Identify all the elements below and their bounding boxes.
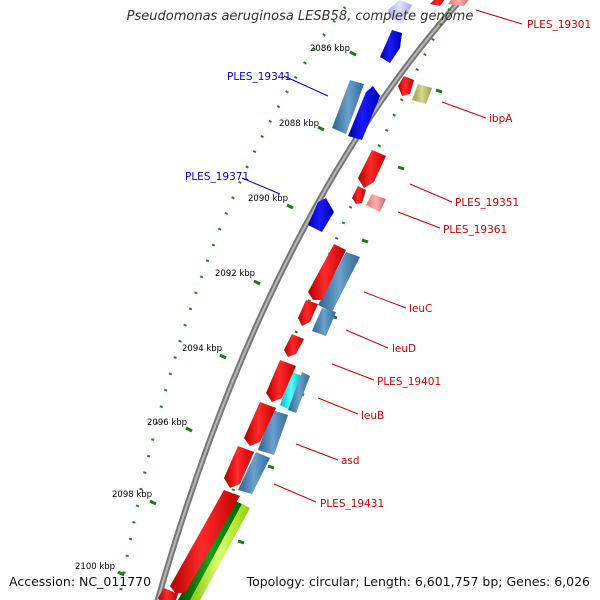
gene-arrow-forward[interactable]: [158, 588, 178, 600]
gene-label[interactable]: PLES_19341: [227, 71, 291, 83]
leader-leuC: [363, 291, 407, 309]
major-tick: [435, 88, 443, 94]
gene-ibpA-domain[interactable]: [412, 84, 432, 104]
leader-leuD: [345, 329, 389, 349]
leader-PLES_19351: [409, 183, 453, 203]
gene-label[interactable]: leuC: [409, 303, 432, 315]
accession-info: Accession: NC_011770: [9, 574, 151, 589]
gene-asd[interactable]: [244, 402, 276, 446]
genome-stats: Topology: circular; Length: 6,601,757 bp…: [247, 574, 590, 589]
gene-label[interactable]: asd: [341, 455, 360, 467]
genes-label: Genes:: [506, 574, 551, 589]
gene-leuD-domain[interactable]: [312, 308, 336, 336]
accession-value: NC_011770: [79, 574, 152, 589]
scale-label: 2094 kbp: [182, 344, 222, 354]
gene-PLES_19361[interactable]: [352, 186, 366, 204]
major-tick: [349, 50, 357, 57]
leader-PLES_19341: [283, 75, 329, 97]
gene-PLES_19361-pink[interactable]: [366, 194, 386, 212]
gene-PLES_19401[interactable]: [284, 334, 304, 357]
scale-label: 2088 kbp: [279, 119, 319, 129]
gene-label[interactable]: PLES_19431: [320, 498, 384, 510]
scale-label: 2092 kbp: [215, 269, 255, 279]
gene-PLES_19431-domain[interactable]: [238, 452, 270, 494]
length-label: Length:: [363, 574, 411, 589]
leader-PLES_19431: [273, 483, 317, 503]
gene-leuB-domain[interactable]: [288, 372, 310, 413]
gene-PLES_19431[interactable]: [224, 446, 254, 488]
gene-label[interactable]: ibpA: [489, 113, 513, 125]
major-tick: [253, 279, 261, 286]
gene-label[interactable]: PLES_19301: [527, 19, 591, 31]
accession-label: Accession:: [9, 574, 76, 589]
gene-arrow-forward[interactable]: [430, 0, 446, 6]
scale-label: 2090 kbp: [248, 194, 288, 204]
gene-ibpA[interactable]: [398, 76, 414, 96]
leader-ibpA: [441, 101, 487, 119]
scale-label: 2096 kbp: [147, 418, 187, 428]
topology-label: Topology:: [246, 574, 306, 589]
gene-label[interactable]: leuD: [392, 343, 416, 355]
scale-label: 2100 kbp: [75, 562, 115, 572]
major-ticks: [117, 50, 443, 577]
gene-leuB[interactable]: [266, 360, 296, 402]
scale-track-outer: [117, 0, 354, 600]
gene-label[interactable]: PLES_19361: [443, 224, 507, 236]
gene-arrow-reverse[interactable]: [388, 0, 412, 24]
genome-backbone-highlight: [156, 0, 463, 600]
genes-value: 6,026: [554, 574, 590, 589]
major-tick: [361, 238, 369, 244]
reverse-strand-genes: [178, 0, 412, 600]
scale-labels: 2086 kbp 2088 kbp 2090 kbp 2092 kbp 2094…: [75, 44, 350, 572]
gene-arrow-reverse[interactable]: [380, 30, 402, 63]
gene-label[interactable]: PLES_19401: [377, 376, 441, 388]
length-value: 6,601,757 bp;: [414, 574, 503, 589]
major-tick: [117, 570, 125, 577]
gene-leuC[interactable]: [308, 244, 346, 300]
gene-PLES_19341[interactable]: [332, 80, 364, 134]
gene-leuD[interactable]: [298, 300, 318, 326]
gene-PLES_19371[interactable]: [308, 198, 334, 232]
leader-PLES_19301: [475, 9, 523, 25]
gene-PLES_19401-domain[interactable]: [280, 372, 302, 410]
leader-PLES_19401: [331, 363, 375, 381]
topology-value: circular;: [309, 574, 360, 589]
scale-label: 2098 kbp: [112, 490, 152, 500]
leader-asd: [295, 443, 339, 461]
gene-PLES_19351[interactable]: [358, 150, 386, 188]
gene-labels: PLES_19301 PLES_19341 ibpA PLES_19371 PL…: [185, 19, 591, 510]
gene-label[interactable]: PLES_19351: [455, 197, 519, 209]
gene-arrow-reverse[interactable]: [348, 86, 380, 140]
forward-strand-genes: [158, 0, 470, 600]
gene-asd-domain[interactable]: [258, 410, 288, 455]
leader-PLES_19361: [397, 211, 441, 229]
leader-PLES_19371: [241, 177, 281, 195]
major-tick: [397, 165, 405, 171]
gene-lime-domain[interactable]: [188, 504, 250, 600]
scale-label: 2086 kbp: [310, 44, 350, 54]
major-tick: [149, 499, 157, 506]
major-tick: [219, 353, 227, 360]
gene-label[interactable]: leuB: [361, 410, 384, 422]
major-tick: [185, 426, 193, 433]
gene-PLES_19301[interactable]: [448, 0, 470, 6]
leader-leuB: [317, 397, 359, 415]
major-tick: [317, 125, 325, 132]
major-tick: [286, 203, 294, 210]
genome-title: Pseudomonas aeruginosa LESB58, complete …: [126, 9, 474, 24]
label-leaders: [241, 9, 523, 503]
gene-arrow-forward[interactable]: [170, 490, 240, 594]
gene-leuC-domain[interactable]: [318, 252, 360, 312]
gene-label[interactable]: PLES_19371: [185, 171, 249, 183]
major-tick: [237, 539, 245, 545]
major-tick: [267, 464, 275, 470]
